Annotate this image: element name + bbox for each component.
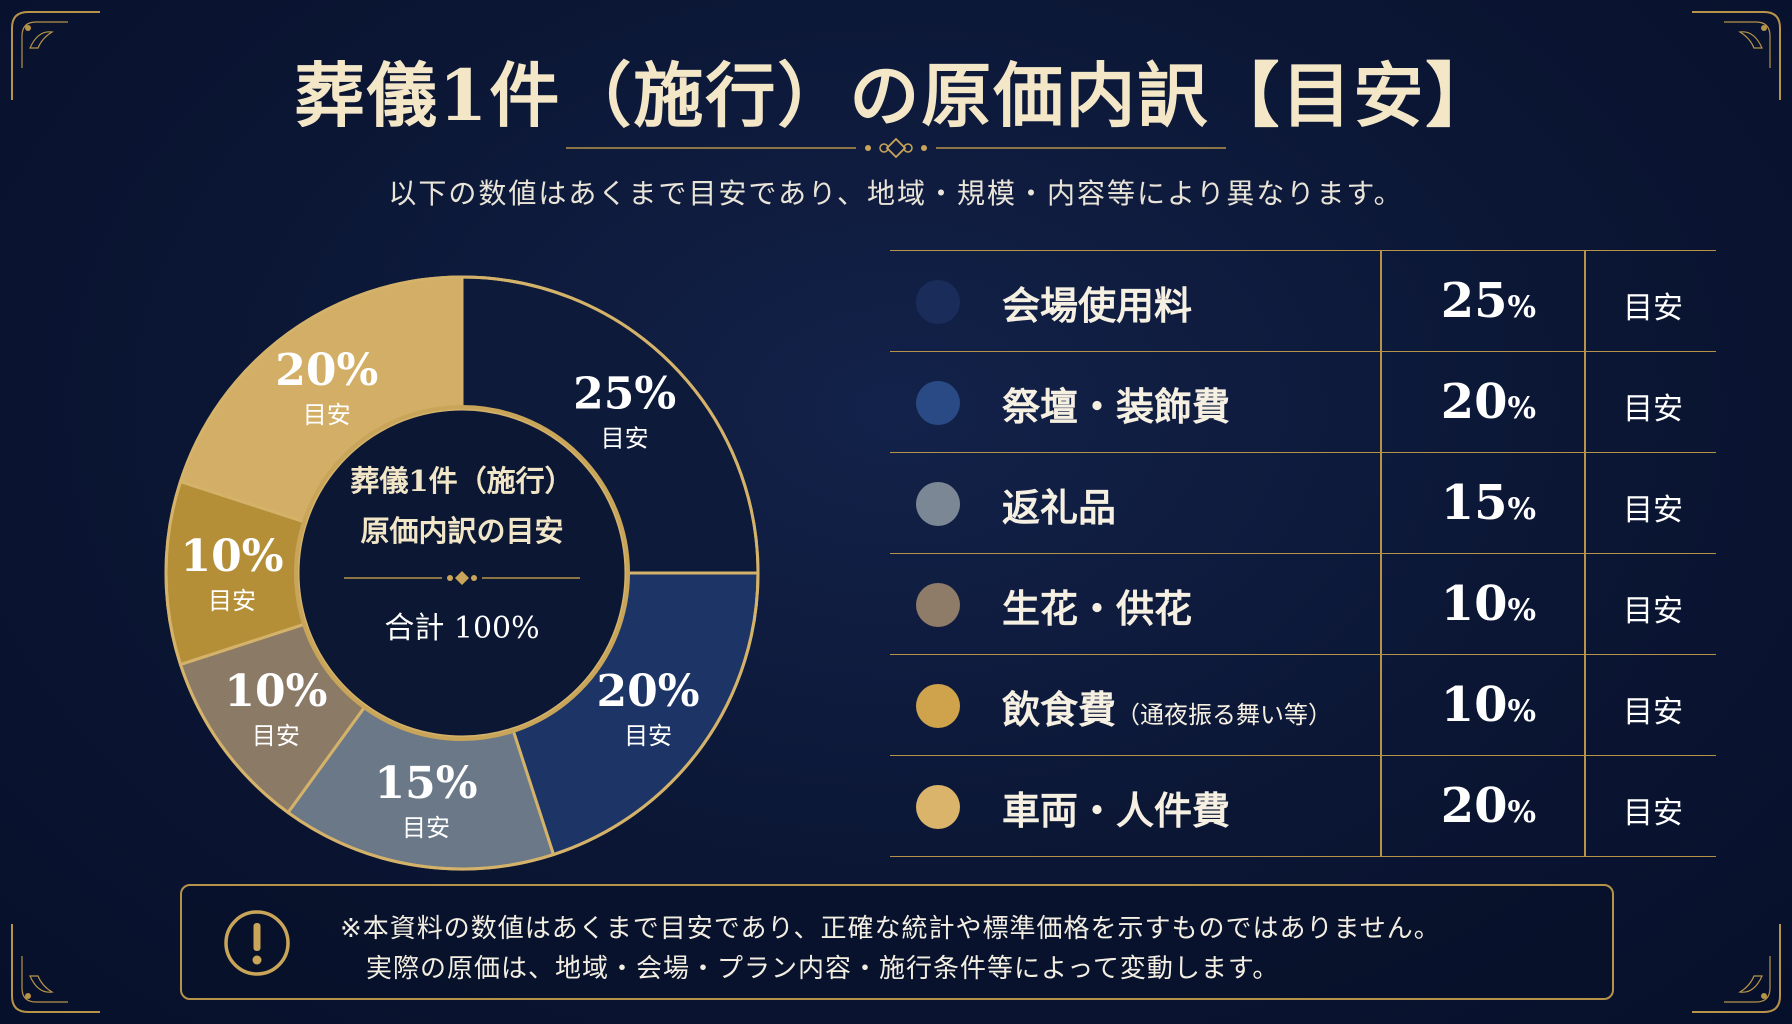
slice-estimate-label: 目安	[402, 814, 450, 842]
slice-percent-label: 10%	[180, 531, 283, 582]
disclaimer-line-2: 実際の原価は、地域・会場・プラン内容・施行条件等によって変動します。	[366, 954, 1280, 984]
legend-swatch	[916, 785, 960, 829]
estimate-tag: 目安	[1623, 695, 1683, 730]
category-percent: 10%	[1440, 576, 1536, 632]
legend-swatch	[916, 684, 960, 728]
category-name: 飲食費（通夜振る舞い等）	[1002, 687, 1333, 732]
page-subtitle: 以下の数値はあくまで目安であり、地域・規模・内容等により異なります。	[388, 177, 1404, 210]
slice-percent-label: 25%	[573, 368, 676, 419]
title-divider-icon	[566, 136, 1226, 160]
page-title: 葬儀1件（施行）の原価内訳【目安】	[294, 54, 1498, 137]
table-row: 返礼品 15% 目安	[890, 452, 1716, 553]
disclaimer-line-1: ※本資料の数値はあくまで目安であり、正確な統計や標準価格を示すものではありません…	[340, 914, 1441, 944]
category-percent: 20%	[1440, 374, 1536, 430]
corner-ornament-icon	[8, 920, 104, 1016]
slice-estimate-label: 目安	[601, 424, 649, 452]
corner-ornament-icon	[1688, 920, 1784, 1016]
category-name: 返礼品	[1002, 485, 1117, 530]
slice-percent-label: 10%	[224, 666, 327, 717]
slice-estimate-label: 目安	[252, 722, 300, 750]
slice-estimate-label: 目安	[624, 722, 672, 750]
donut-chart: 25% 目安 20% 目安 15% 目安 10% 目安 10% 目安 20% 目安 葬儀1件（施行） …	[116, 236, 816, 896]
table-row: 飲食費（通夜振る舞い等） 10% 目安	[890, 654, 1716, 755]
category-percent: 10%	[1440, 677, 1536, 733]
slice-estimate-label: 目安	[303, 401, 351, 429]
legend-swatch	[916, 482, 960, 526]
category-name: 会場使用料	[1002, 283, 1193, 328]
estimate-tag: 目安	[1623, 796, 1683, 831]
center-divider-icon	[344, 571, 580, 585]
category-name: 祭壇・装飾費	[1002, 384, 1231, 429]
legend-swatch	[916, 381, 960, 425]
slice-percent-label: 20%	[597, 666, 700, 717]
table-row: 生花・供花 10% 目安	[890, 553, 1716, 654]
center-title-line1: 葬儀1件（施行）	[350, 464, 573, 498]
corner-ornament-icon	[8, 8, 104, 104]
slice-percent-label: 20%	[275, 345, 378, 396]
table-row: 会場使用料 25% 目安	[890, 250, 1716, 351]
legend-swatch	[916, 280, 960, 324]
category-percent: 25%	[1440, 273, 1536, 329]
slice-estimate-label: 目安	[208, 587, 256, 615]
corner-ornament-icon	[1688, 8, 1784, 104]
category-name: 生花・供花	[1002, 586, 1193, 631]
center-title-line2: 原価内訳の目安	[360, 514, 563, 548]
estimate-tag: 目安	[1623, 392, 1683, 427]
table-row: 車両・人件費 20% 目安	[890, 755, 1716, 857]
disclaimer-box: ※本資料の数値はあくまで目安であり、正確な統計や標準価格を示すものではありません…	[180, 884, 1614, 1000]
slice-percent-label: 15%	[374, 758, 477, 809]
breakdown-table: 会場使用料 25% 目安 祭壇・装飾費 20% 目安 返礼品 15% 目安 生花・供花 10% 目安飲…	[890, 250, 1716, 857]
table-row: 祭壇・装飾費 20% 目安	[890, 351, 1716, 452]
exclamation-circle-icon	[222, 908, 292, 978]
center-total: 合計 100%	[384, 611, 539, 646]
estimate-tag: 目安	[1623, 291, 1683, 326]
estimate-tag: 目安	[1623, 594, 1683, 629]
category-name: 車両・人件費	[1002, 788, 1231, 833]
legend-swatch	[916, 583, 960, 627]
estimate-tag: 目安	[1623, 493, 1683, 528]
category-percent: 15%	[1440, 475, 1536, 531]
category-percent: 20%	[1440, 778, 1536, 834]
